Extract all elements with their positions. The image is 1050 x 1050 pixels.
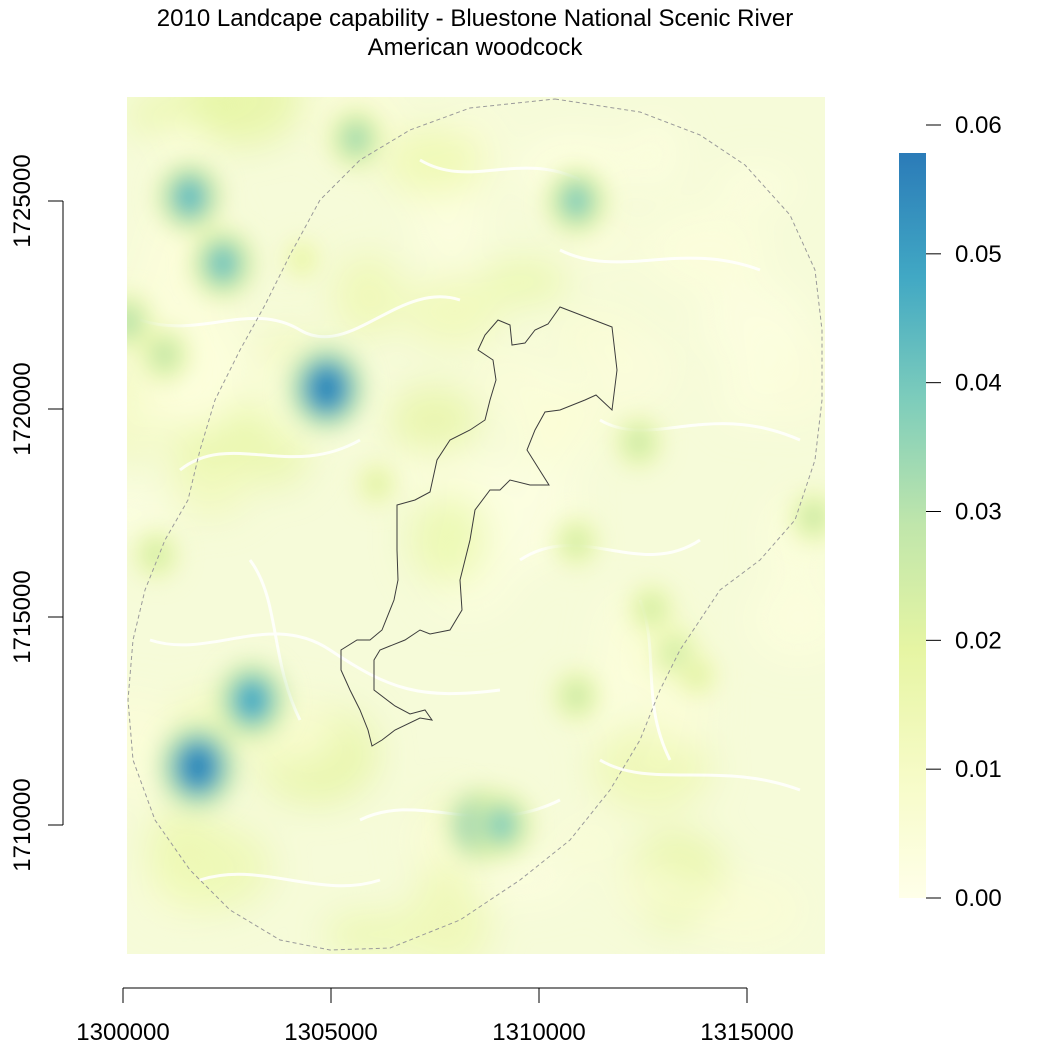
y-tick-label-0: 1710000 <box>9 778 36 871</box>
legend-tick-label-3: 0.03 <box>955 499 1002 526</box>
hotspot-8 <box>127 292 154 351</box>
hotspot-7 <box>138 326 191 384</box>
x-tick-label-2: 1310000 <box>492 1019 585 1046</box>
y-tick-label-3: 1725000 <box>9 154 36 247</box>
x-tick-label-0: 1300000 <box>76 1019 169 1046</box>
hotspot-20 <box>675 651 719 700</box>
legend-tick-label-1: 0.01 <box>955 756 1002 783</box>
legend-tick-label-0: 0.00 <box>955 885 1002 912</box>
hotspot-19 <box>327 107 385 170</box>
map-title: 2010 Landcape capability - Bluestone Nat… <box>156 5 794 32</box>
hotspot-3 <box>156 160 223 234</box>
hotspot-6 <box>545 167 608 235</box>
hotspot-10 <box>613 415 664 470</box>
raster-layer <box>127 97 825 954</box>
hotspot-2 <box>216 661 288 740</box>
x-axis: 1300000 1305000 1310000 1315000 <box>76 987 794 1046</box>
study-area-boundary <box>127 98 823 951</box>
legend-tick-label-6: 0.06 <box>955 112 1002 139</box>
hotspot-12 <box>627 582 676 635</box>
x-tick-label-1: 1305000 <box>284 1019 377 1046</box>
legend: 0.00 0.01 0.02 0.03 0.04 0.05 0.06 <box>899 112 1002 912</box>
x-tick-label-3: 1315000 <box>700 1019 793 1046</box>
hotspot-14 <box>132 528 181 581</box>
hotspot-4 <box>190 228 256 299</box>
raster-texture <box>127 97 825 954</box>
hotspot-13 <box>788 490 825 545</box>
hotspot-17 <box>280 236 323 283</box>
title-block: 2010 Landcape capability - Bluestone Nat… <box>0 4 950 62</box>
y-tick-label-2: 1720000 <box>9 362 36 455</box>
legend-tick-label-4: 0.04 <box>955 370 1002 397</box>
hotspot-0 <box>287 344 367 432</box>
ridge-lines <box>139 158 801 888</box>
hotspot-18 <box>552 516 601 569</box>
hotspot-1 <box>158 723 238 811</box>
legend-tick-label-2: 0.02 <box>955 627 1002 654</box>
y-tick-label-1: 1715000 <box>9 570 36 663</box>
park-boundary <box>340 306 618 747</box>
legend-colorbar <box>899 153 926 898</box>
hotspot-layer <box>127 107 825 863</box>
legend-tick-label-5: 0.05 <box>955 241 1002 268</box>
map-subtitle: American woodcock <box>367 34 583 61</box>
hotspot-15 <box>354 460 399 508</box>
hotspot-16 <box>470 791 533 859</box>
y-axis: 1710000 1715000 1720000 1725000 <box>9 154 64 872</box>
hotspot-9 <box>551 668 602 724</box>
